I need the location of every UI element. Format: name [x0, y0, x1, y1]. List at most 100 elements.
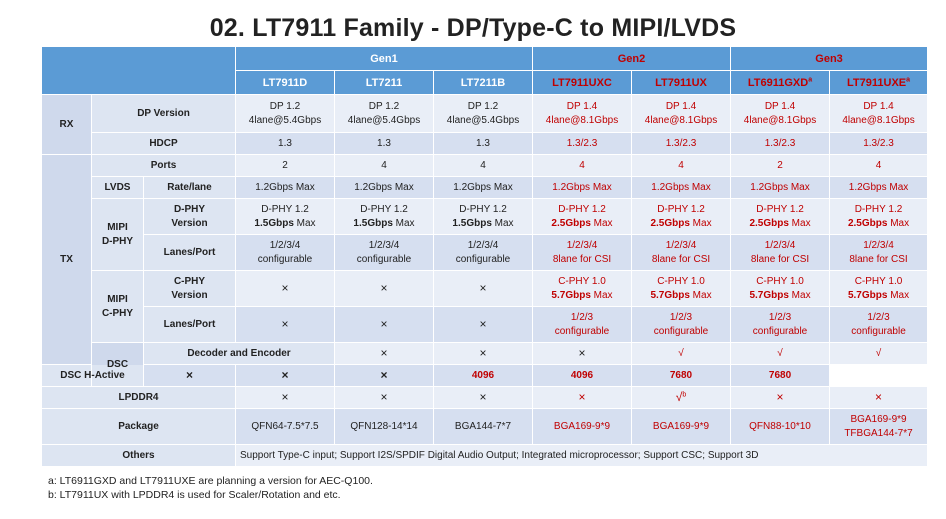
cell-text: configurable: [356, 253, 412, 265]
cell-text: ×: [380, 389, 388, 404]
cell-text: ×: [380, 316, 388, 331]
cell-text: Max: [689, 217, 712, 229]
table-cell: ×: [235, 364, 335, 387]
row-label: HDCP: [91, 132, 236, 155]
cell-text: D-PHY 1.2: [261, 203, 309, 215]
table-cell: 1.2Gbps Max: [433, 176, 533, 199]
cell-text: ×: [185, 367, 193, 382]
table-cell: 4: [630, 154, 732, 177]
table-cell: D-PHY 1.2 1.5Gbps Max: [334, 198, 434, 235]
table-cell: 2: [235, 154, 335, 177]
cell-text: 1/2/3: [768, 311, 792, 323]
cell-text: ×: [281, 389, 289, 404]
cell-text: 2.5Gbps: [551, 217, 591, 229]
group-label-mipi-dphy: MIPI D-PHY: [91, 198, 144, 271]
group-label-rx: RX: [41, 94, 92, 155]
cell-text: 1.2Gbps Max: [255, 181, 315, 193]
row-label: Ports: [91, 154, 236, 177]
cell-text: DP 1.4: [665, 100, 697, 112]
row-label: Decoder and Encoder: [143, 342, 335, 365]
cell-text: 1.5Gbps: [353, 217, 393, 229]
cell-text: DP 1.2: [467, 100, 499, 112]
cell-text: 4: [579, 159, 585, 171]
table-cell: DP 1.2 4lane@5.4Gbps: [235, 94, 335, 133]
row-label: Lanes/Port: [143, 306, 236, 343]
table-cell: 4096: [433, 364, 533, 387]
gen1-header: Gen1: [235, 46, 533, 71]
table-cell: ×: [334, 306, 434, 343]
cell-text: DP 1.4: [566, 100, 598, 112]
row-label: DSC H-Active: [41, 364, 144, 387]
table-cell: 1/2/3 configurable: [730, 306, 831, 343]
cell-text: 5.7Gbps: [749, 289, 789, 301]
table-cell: ×: [235, 386, 335, 409]
table-cell: C-PHY 1.0 5.7Gbps Max: [532, 270, 632, 307]
table-cell: C-PHY 1.0 5.7Gbps Max: [730, 270, 831, 307]
table-cell: 4: [829, 154, 929, 177]
cell-text: ×: [578, 345, 586, 360]
cell-text: 1.2Gbps Max: [453, 181, 513, 193]
table-cell: 1.3/2.3: [532, 132, 632, 155]
cell-text: BGA169-9*9: [652, 420, 710, 432]
table-cell: 1.3/2.3: [730, 132, 831, 155]
cell-text: ×: [281, 367, 289, 382]
row-label: D-PHY Version: [143, 198, 236, 235]
table-cell: DP 1.4 4lane@8.1Gbps: [730, 94, 831, 133]
table-cell: 7680: [630, 364, 732, 387]
table-cell: D-PHY 1.2 2.5Gbps Max: [532, 198, 632, 235]
row-label: Lanes/Port: [143, 234, 236, 271]
product-header: LT6911GXDa: [730, 70, 831, 95]
corner-cell: [41, 46, 236, 95]
table-cell: 4: [433, 154, 533, 177]
table-cell: C-PHY 1.0 5.7Gbps Max: [829, 270, 929, 307]
table-cell: ×: [143, 364, 236, 387]
table-cell: ×: [532, 342, 632, 365]
cell-text: configurable: [257, 253, 313, 265]
table-cell: DP 1.2 4lane@5.4Gbps: [334, 94, 434, 133]
cell-text: 1/2/3: [570, 311, 594, 323]
table-cell: ×: [334, 386, 434, 409]
row-label: C-PHY Version: [143, 270, 236, 307]
cell-text: 2.5Gbps: [650, 217, 690, 229]
table-cell: D-PHY 1.2 1.5Gbps Max: [235, 198, 335, 235]
gen-header-row: Gen1 Gen2 Gen3: [41, 46, 929, 95]
table-cell: 1.2Gbps Max: [235, 176, 335, 199]
table-cell: DP 1.4 4lane@8.1Gbps: [630, 94, 732, 133]
cell-text: ×: [776, 389, 784, 404]
row-label: LPDDR4: [41, 386, 236, 409]
cell-text: BGA169-9*9: [850, 413, 907, 425]
table-cell: 1.3: [235, 132, 335, 155]
row-cphy-lanes: Lanes/Port × × × 1/2/3 configurable 1/2/3 confi…: [42, 306, 929, 343]
cell-text: D-PHY 1.2: [360, 203, 408, 215]
cell-text: configurable: [554, 325, 610, 337]
table-cell: 1.2Gbps Max: [829, 176, 929, 199]
table-cell: ×: [730, 386, 831, 409]
table-cell: D-PHY 1.2 2.5Gbps Max: [630, 198, 732, 235]
table-cell: 1/2/3 configurable: [829, 306, 929, 343]
cell-text: Max: [887, 289, 910, 301]
table-cell: 1/2/3 configurable: [532, 306, 632, 343]
row-dp-version: RX DP Version DP 1.2 4lane@5.4Gbps DP 1.2 4la…: [41, 94, 929, 155]
cell-text: 7680: [768, 369, 792, 381]
cell-text: Max: [788, 217, 811, 229]
table-cell: QFN128-14*14: [334, 408, 434, 445]
cell-text: 8lane for CSI: [651, 253, 711, 265]
cell-text: C-PHY 1.0: [854, 275, 903, 287]
cell-text: C-PHY 1.0: [657, 275, 705, 287]
cell-text: 8lane for CSI: [849, 253, 908, 265]
table-cell: 1.3/2.3: [630, 132, 732, 155]
table-cell: ×: [235, 306, 335, 343]
product-header: LT7911D: [235, 70, 335, 95]
others-cell: Support Type-C input; Support I2S/SPDIF …: [234, 444, 929, 467]
cell-text: 1.5Gbps: [254, 217, 294, 229]
group-label-tx: TX: [41, 154, 92, 365]
cell-text: Max: [887, 217, 910, 229]
cell-text: ×: [281, 316, 289, 331]
gen3-header: Gen3: [730, 46, 929, 71]
product-header: LT7211: [334, 70, 434, 95]
cell-text: 1/2/3: [669, 311, 693, 323]
product-header: LT7211B: [433, 70, 533, 95]
cell-text: 4lane@5.4Gbps: [347, 114, 421, 126]
cell-text: C-PHY 1.0: [756, 275, 804, 287]
